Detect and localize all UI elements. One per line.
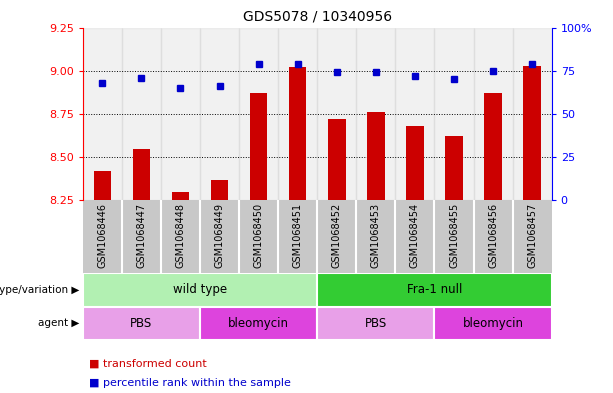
Bar <box>356 28 395 200</box>
Text: bleomycin: bleomycin <box>463 317 524 330</box>
Bar <box>122 28 161 200</box>
Bar <box>211 180 228 200</box>
Bar <box>406 126 424 200</box>
Bar <box>395 28 435 200</box>
Text: PBS: PBS <box>130 317 153 330</box>
Bar <box>512 200 552 273</box>
Bar <box>278 200 318 273</box>
Bar <box>122 200 161 273</box>
Bar <box>435 307 552 340</box>
Text: GSM1068452: GSM1068452 <box>332 203 342 268</box>
Text: PBS: PBS <box>365 317 387 330</box>
Text: bleomycin: bleomycin <box>228 317 289 330</box>
Bar <box>83 200 122 273</box>
Text: ■ percentile rank within the sample: ■ percentile rank within the sample <box>89 378 291 388</box>
Bar <box>435 200 474 273</box>
Bar <box>435 28 474 200</box>
Bar <box>512 28 552 200</box>
Bar <box>474 28 512 200</box>
Bar <box>278 28 318 200</box>
Bar <box>318 307 435 340</box>
Text: GSM1068453: GSM1068453 <box>371 203 381 268</box>
Text: GSM1068446: GSM1068446 <box>97 203 107 268</box>
Bar <box>318 273 552 307</box>
Text: GSM1068455: GSM1068455 <box>449 203 459 268</box>
Bar <box>239 200 278 273</box>
Text: GSM1068456: GSM1068456 <box>488 203 498 268</box>
Bar <box>132 149 150 200</box>
Bar <box>318 200 356 273</box>
Text: genotype/variation ▶: genotype/variation ▶ <box>0 285 80 295</box>
Bar <box>445 136 463 200</box>
Text: ■ transformed count: ■ transformed count <box>89 358 207 369</box>
Bar <box>172 192 189 200</box>
Bar <box>524 66 541 200</box>
Text: agent ▶: agent ▶ <box>39 318 80 328</box>
Text: GSM1068451: GSM1068451 <box>292 203 303 268</box>
Text: wild type: wild type <box>173 283 227 296</box>
Bar <box>484 93 502 200</box>
Bar <box>94 171 111 200</box>
Bar <box>395 200 435 273</box>
Bar <box>200 200 239 273</box>
Bar <box>200 307 318 340</box>
Bar <box>239 28 278 200</box>
Bar <box>328 119 346 200</box>
Text: GSM1068450: GSM1068450 <box>254 203 264 268</box>
Bar <box>200 28 239 200</box>
Bar <box>474 200 512 273</box>
Bar <box>318 28 356 200</box>
Text: Fra-1 null: Fra-1 null <box>407 283 462 296</box>
Text: GSM1068457: GSM1068457 <box>527 203 537 268</box>
Bar <box>367 112 384 200</box>
Bar <box>83 28 122 200</box>
Title: GDS5078 / 10340956: GDS5078 / 10340956 <box>243 9 392 24</box>
Bar <box>289 67 306 200</box>
Bar <box>83 307 200 340</box>
Bar <box>83 273 318 307</box>
Bar <box>356 200 395 273</box>
Text: GSM1068448: GSM1068448 <box>175 203 186 268</box>
Bar <box>161 200 200 273</box>
Text: GSM1068449: GSM1068449 <box>215 203 224 268</box>
Text: GSM1068454: GSM1068454 <box>410 203 420 268</box>
Bar <box>161 28 200 200</box>
Bar <box>250 93 267 200</box>
Text: GSM1068447: GSM1068447 <box>136 203 147 268</box>
